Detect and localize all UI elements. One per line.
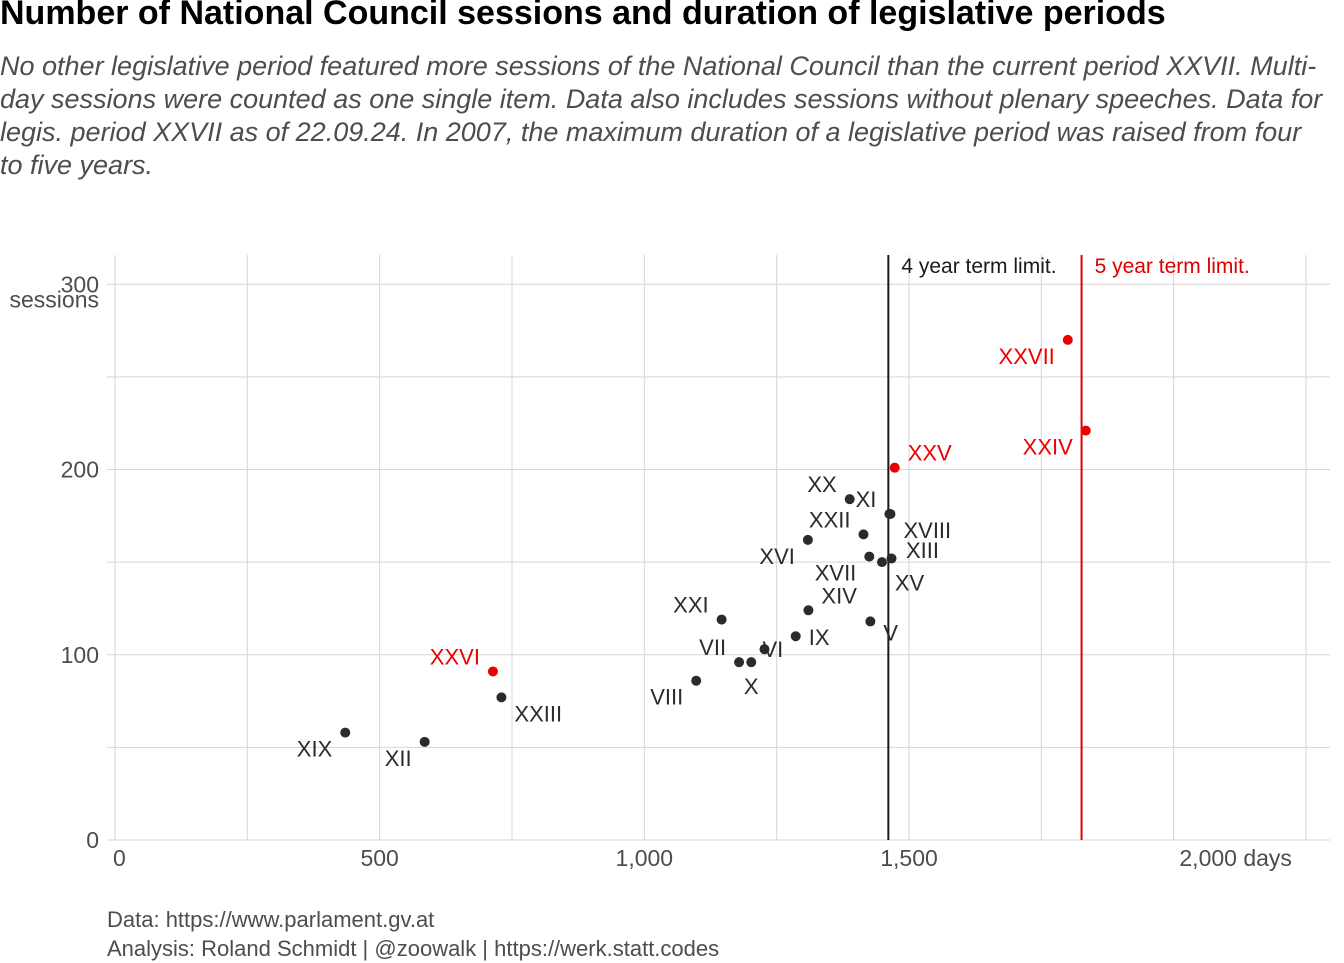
data-point — [858, 529, 869, 540]
point-label: XIV — [821, 583, 857, 608]
axis-labels: 0 500 1,000 1,500 2,000 days 0 100 200 300sessio… — [10, 271, 1292, 871]
data-point — [864, 551, 875, 562]
data-point — [419, 736, 430, 747]
point-label: XXIII — [514, 701, 562, 726]
x-tick-label: 1,500 — [880, 845, 938, 871]
x-tick-label: 500 — [360, 845, 398, 871]
point-label: XVI — [759, 544, 794, 569]
data-point — [1062, 334, 1073, 345]
point-label: XXIV — [1023, 435, 1073, 460]
term-limit-lines: 4 year term limit. 5 year term limit. — [887, 255, 1250, 840]
point-label: XIII — [906, 538, 939, 563]
point-label: XV — [895, 570, 925, 595]
x-tick-label: 1,000 — [616, 845, 674, 871]
y-tick-label: 300 — [61, 271, 99, 297]
data-point — [716, 614, 727, 625]
data-point — [487, 666, 498, 677]
data-point — [734, 657, 745, 668]
point-label: X — [744, 674, 759, 699]
point-label: XVII — [815, 561, 857, 586]
point-label: XI — [856, 487, 877, 512]
point-label: VIII — [650, 685, 683, 710]
data-point — [759, 644, 770, 655]
data-point — [790, 631, 801, 642]
point-label: XX — [807, 472, 837, 497]
point-label: XXV — [908, 441, 952, 466]
data-point — [877, 557, 888, 568]
caption: Data: https://www.parlament.gv.at Analys… — [107, 905, 719, 963]
y-unit-label: sessions — [10, 286, 99, 312]
data-point — [885, 508, 896, 519]
point-label: XVIII — [903, 518, 951, 543]
chart-subtitle: No other legislative period featured mor… — [0, 51, 1323, 180]
data-point — [803, 605, 814, 616]
point-label: V — [883, 620, 898, 645]
data-point — [889, 462, 900, 473]
data-source: Data: https://www.parlament.gv.at — [107, 907, 435, 932]
data-points — [340, 334, 1091, 747]
point-label: XXI — [673, 593, 708, 618]
data-point — [865, 616, 876, 627]
point-label: XIX — [297, 737, 333, 762]
data-point — [886, 553, 897, 564]
grid-layer — [107, 255, 1330, 841]
term-limit-label: 4 year term limit. — [901, 255, 1056, 278]
data-point — [844, 494, 855, 505]
data-point — [496, 692, 507, 703]
point-label: VII — [699, 635, 726, 660]
data-point — [691, 675, 702, 686]
point-label: XXII — [809, 507, 851, 532]
point-label: IX — [809, 625, 830, 650]
point-label: XXVII — [999, 344, 1055, 369]
data-point — [1080, 425, 1091, 436]
x-tick-label: 2,000 days — [1179, 845, 1292, 871]
data-point — [802, 534, 813, 545]
data-point — [746, 657, 757, 668]
point-label: XXVI — [430, 644, 480, 669]
chart-title: Number of National Council sessions and … — [0, 0, 1166, 32]
analysis-credit: Analysis: Roland Schmidt | @zoowalk | ht… — [107, 936, 720, 961]
point-label: XII — [385, 746, 412, 771]
term-limit-label: 5 year term limit. — [1095, 255, 1250, 278]
point-label: VI — [762, 637, 783, 662]
data-point — [340, 727, 351, 738]
y-tick-label: 0 — [86, 827, 99, 853]
x-tick-label: 0 — [113, 845, 126, 871]
y-tick-label: 200 — [61, 457, 99, 483]
y-tick-label: 100 — [61, 642, 99, 668]
